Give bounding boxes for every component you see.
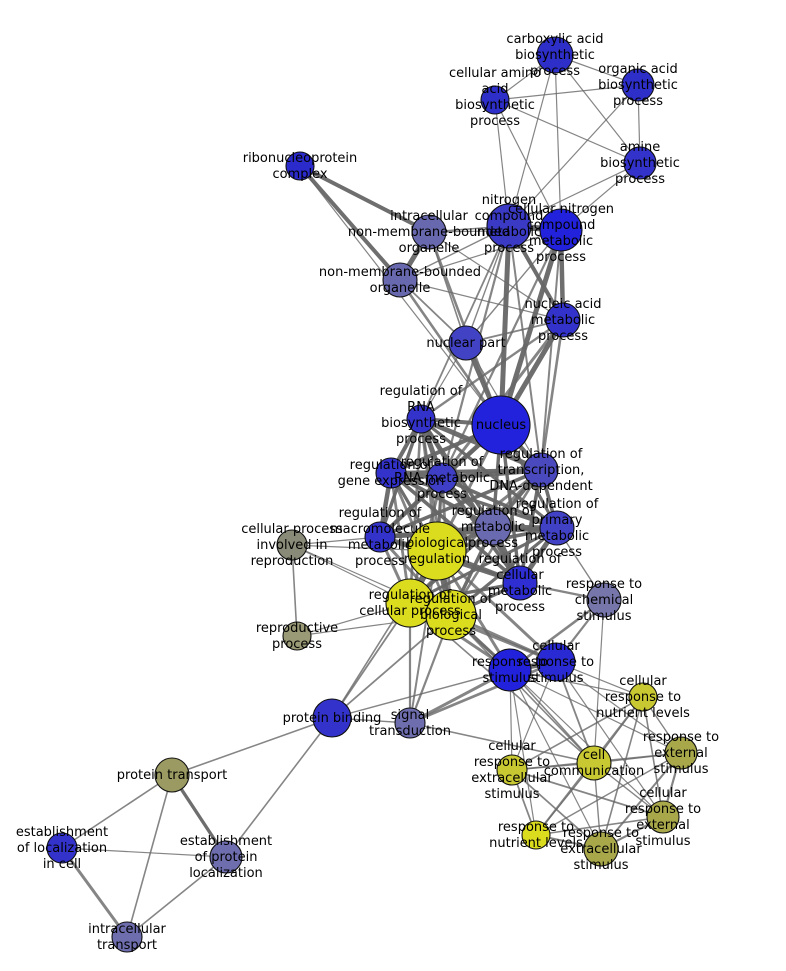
- graph-node[interactable]: [545, 302, 581, 338]
- graph-node[interactable]: [282, 621, 312, 651]
- graph-node[interactable]: [576, 745, 612, 781]
- graph-node[interactable]: [382, 262, 418, 298]
- graph-edge: [61, 847, 227, 858]
- graph-node[interactable]: [111, 921, 143, 953]
- graph-node[interactable]: [285, 151, 315, 181]
- edges-layer: [60, 54, 683, 939]
- graph-node[interactable]: [276, 529, 308, 561]
- graph-edge: [60, 846, 129, 939]
- graph-edge: [600, 696, 644, 850]
- graph-edge: [171, 717, 333, 776]
- graph-node[interactable]: [364, 521, 396, 553]
- graph-node[interactable]: [646, 800, 680, 834]
- graph-edge: [465, 229, 562, 344]
- graph-node[interactable]: [488, 648, 532, 692]
- graph-node[interactable]: [521, 820, 551, 850]
- graph-edge: [511, 769, 664, 818]
- graph-edge: [535, 752, 682, 836]
- graph-node[interactable]: [628, 682, 658, 712]
- graph-node[interactable]: [411, 214, 447, 250]
- graph-edge: [399, 229, 562, 281]
- graph-edge: [494, 99, 641, 164]
- graph-edge: [494, 84, 639, 101]
- graph-edge: [554, 54, 641, 164]
- graph-edge: [419, 318, 565, 421]
- graph-node[interactable]: [375, 457, 407, 489]
- graph-node[interactable]: [425, 589, 477, 641]
- graph-node[interactable]: [407, 521, 467, 581]
- graph-edge: [508, 84, 639, 227]
- graph-edge: [389, 468, 543, 475]
- graph-node[interactable]: [471, 395, 531, 455]
- graph-edge: [225, 717, 333, 858]
- nodes-layer[interactable]: [46, 36, 698, 953]
- graph-node[interactable]: [480, 85, 510, 115]
- graph-edge: [389, 471, 559, 530]
- labels-layer: carboxylic acid biosynthetic process organi…: [16, 32, 719, 953]
- graph-node[interactable]: [539, 208, 583, 252]
- graph-edge: [555, 661, 682, 754]
- graph-node[interactable]: [621, 68, 655, 102]
- graph-edge: [409, 722, 595, 764]
- graph-edge: [408, 526, 559, 605]
- graph-node[interactable]: [46, 832, 78, 864]
- graph-node[interactable]: [486, 203, 532, 249]
- graph-edge: [408, 660, 558, 725]
- graph-node[interactable]: [448, 325, 484, 361]
- graph-edge: [642, 696, 664, 818]
- graph-node[interactable]: [394, 707, 426, 739]
- graph-edge: [593, 599, 605, 764]
- graph-edge: [539, 318, 565, 472]
- graph-edge: [535, 816, 664, 836]
- graph-node[interactable]: [209, 840, 243, 874]
- graph-edge: [420, 225, 510, 420]
- graph-edge: [389, 471, 495, 529]
- graph-node[interactable]: [586, 582, 622, 618]
- graph-node[interactable]: [539, 510, 575, 546]
- graph-edge: [540, 229, 562, 471]
- graph-edge: [509, 669, 537, 836]
- graph-edge: [331, 669, 511, 719]
- graph-edge: [378, 468, 543, 539]
- graph-edge: [508, 162, 641, 227]
- graph-node[interactable]: [664, 736, 698, 770]
- graph-edge: [508, 54, 556, 227]
- graph-node[interactable]: [312, 698, 352, 738]
- graph-edge: [331, 550, 438, 719]
- graph-edge: [298, 164, 402, 282]
- graph-node[interactable]: [536, 642, 576, 682]
- graph-edge: [509, 669, 644, 698]
- graph-edge: [509, 669, 602, 850]
- graph-edge: [61, 774, 173, 849]
- graph-node[interactable]: [536, 36, 574, 74]
- graph-node[interactable]: [474, 508, 512, 546]
- graph-node[interactable]: [502, 565, 538, 601]
- graph-node[interactable]: [523, 452, 559, 488]
- graph-edge: [600, 752, 682, 850]
- graph-edge: [511, 696, 644, 771]
- graph-edge: [126, 774, 173, 938]
- graph-node[interactable]: [583, 831, 619, 867]
- graph-edge: [126, 856, 227, 938]
- graph-node[interactable]: [406, 404, 436, 434]
- graph-node[interactable]: [623, 146, 657, 180]
- graph-edge: [298, 164, 431, 234]
- graph-node[interactable]: [426, 462, 458, 494]
- graph-edge: [511, 769, 602, 850]
- graph-node[interactable]: [496, 754, 528, 786]
- graph-node[interactable]: [154, 757, 190, 793]
- graph-edge: [509, 669, 682, 754]
- graph-edge: [498, 223, 512, 428]
- graph-edge: [331, 614, 452, 719]
- graph-edge: [494, 99, 562, 231]
